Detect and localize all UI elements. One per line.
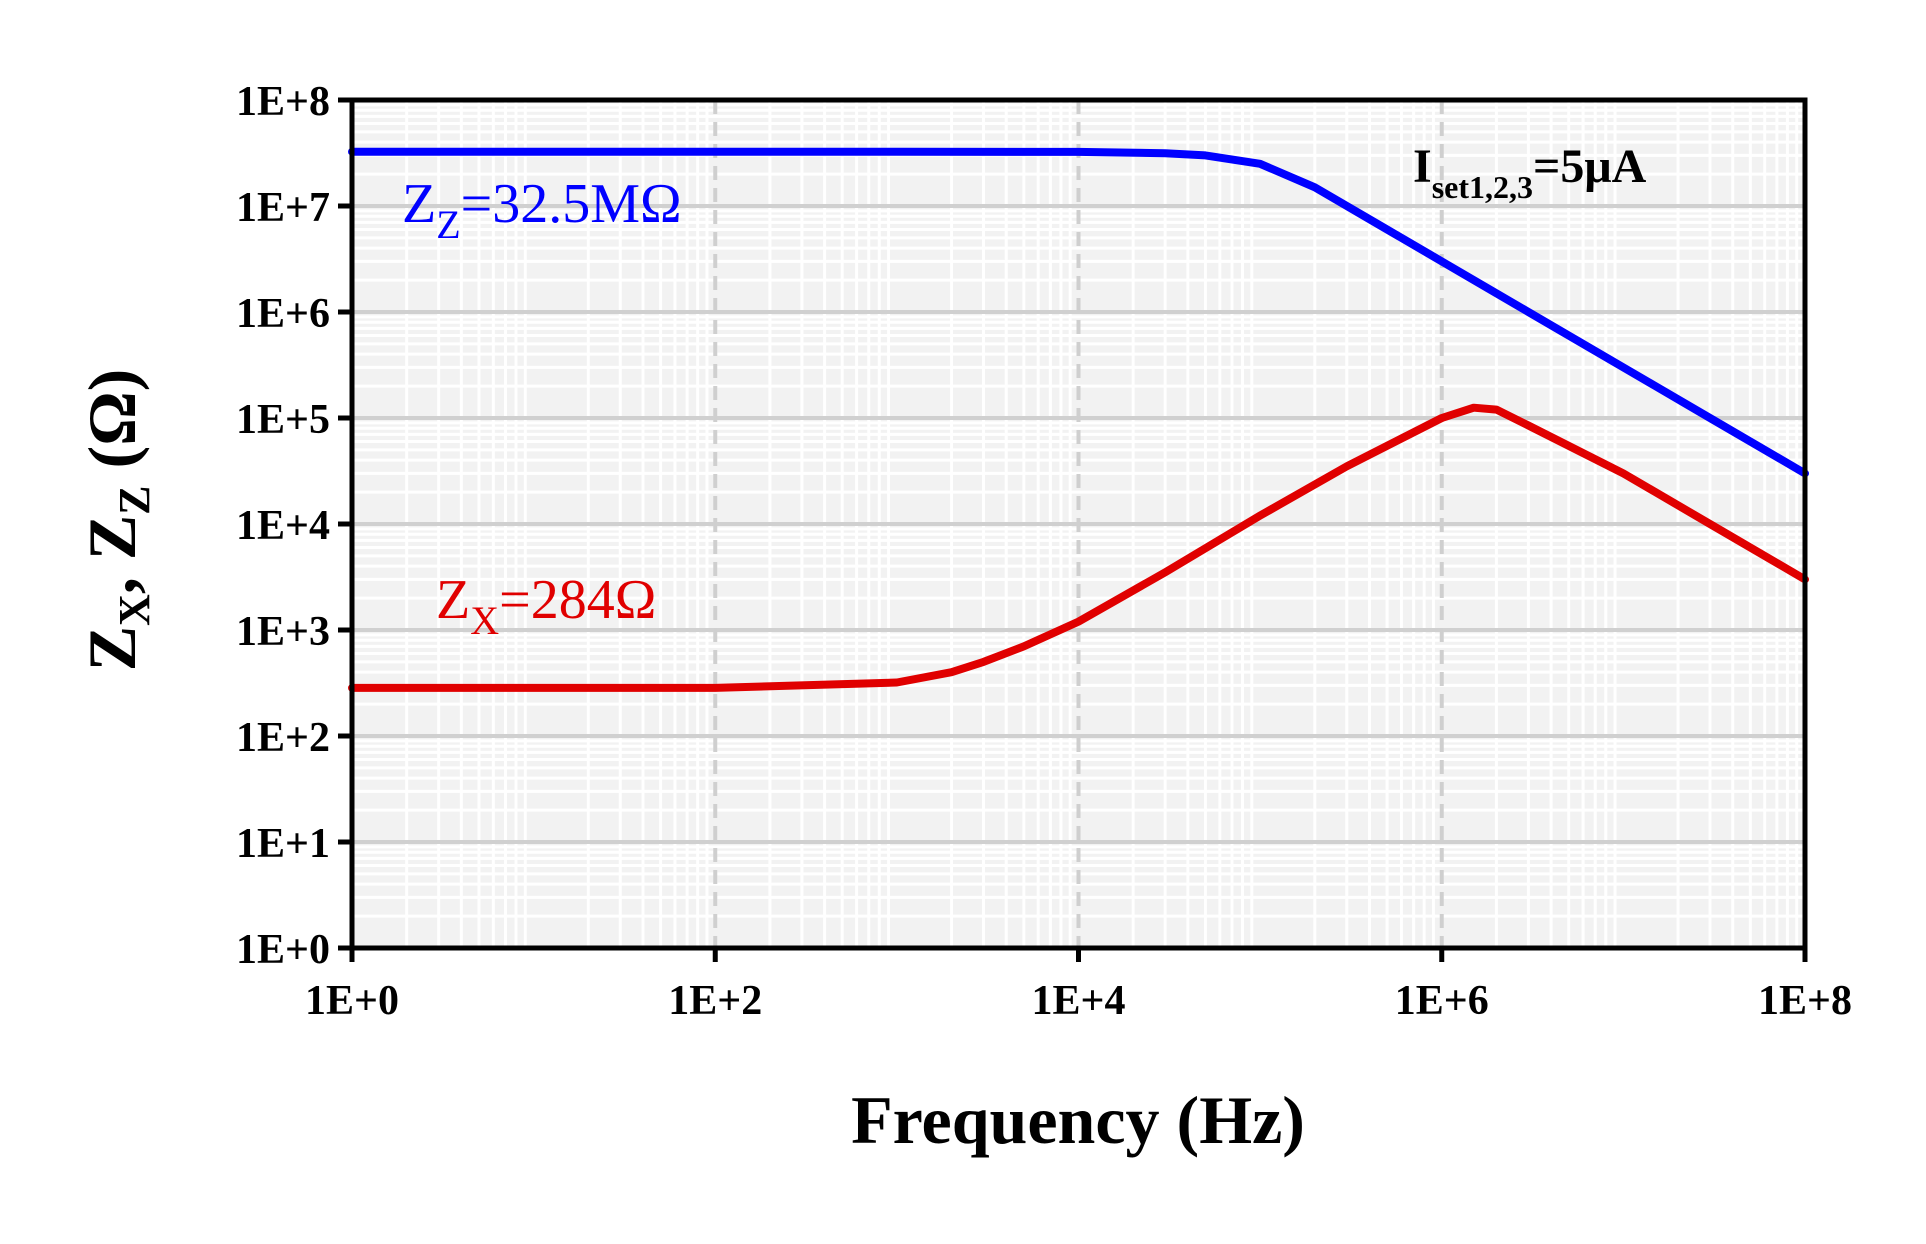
series-line-0 [348,147,1809,478]
annotation-zx-main: Z [436,569,470,631]
annotation-zx-sub: X [470,598,499,643]
annotation-zz-sub: Z [436,202,460,247]
x-axis-title: Frequency (Hz) [851,1082,1305,1158]
x-tick-label: 1E+8 [1758,978,1852,1024]
series-line-1 [348,403,1809,692]
annotation-iset-value: =5μA [1533,140,1647,193]
x-tick-label: 1E+6 [1395,978,1489,1024]
y-axis-title-sep: , [74,560,150,594]
y-tick-label: 1E+2 [236,715,330,761]
y-tick-label: 1E+3 [236,609,330,655]
y-tick-label: 1E+6 [236,291,330,337]
x-tick-label: 1E+2 [668,978,762,1024]
annotation-zz-value: =32.5MΩ [461,173,682,235]
y-axis-title: ZX, ZZ (Ω) [74,369,159,672]
annotation-zx-value: =284Ω [499,569,656,631]
y-axis-title-sub1: X [110,594,159,626]
x-tick-label: 1E+4 [1032,978,1126,1024]
annotation-zz: ZZ=32.5MΩ [402,173,682,247]
y-tick-label: 1E+5 [236,397,330,443]
y-tick-label: 1E+4 [236,503,330,549]
series-layer [348,147,1809,692]
tick-layer: 1E+0 1E+1 1E+2 1E+3 1E+4 1E+5 1E+6 1E+7 1E+8 1E+0… [236,79,1852,1024]
annotation-iset: Iset1,2,3=5μA [1413,140,1647,205]
y-tick-label: 1E+1 [236,821,330,867]
annotation-zz-main: Z [402,173,436,235]
y-axis-title-unit: (Ω) [74,369,150,486]
y-tick-label: 1E+8 [236,79,330,125]
y-tick-label: 1E+7 [236,185,330,231]
y-axis-title-z2: Z [74,515,150,560]
annotation-iset-sub: set1,2,3 [1432,169,1533,205]
y-axis-title-sub2: Z [110,485,159,514]
y-tick-label: 1E+0 [236,927,330,973]
annotation-zx: ZX=284Ω [436,569,656,643]
annotation-iset-main: I [1413,140,1432,193]
y-axis-title-z1: Z [74,626,150,671]
x-tick-label: 1E+0 [305,978,399,1024]
